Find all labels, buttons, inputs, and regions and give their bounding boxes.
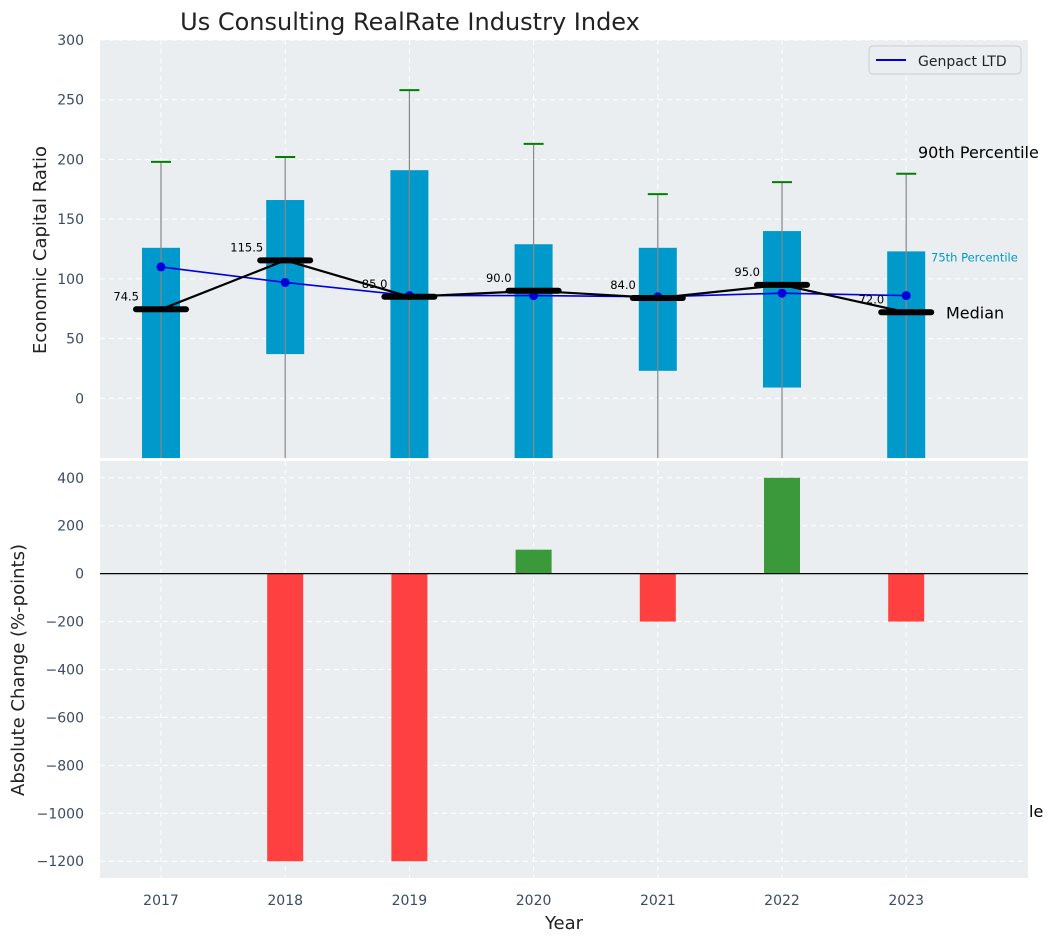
median-value-label: 85.0 <box>362 277 388 291</box>
top-y-tick-label: 150 <box>57 212 84 228</box>
top-y-tick-label: 100 <box>57 272 84 288</box>
change-bar <box>764 477 800 574</box>
legend-label-genpact: Genpact LTD <box>918 54 1007 70</box>
annotation-90th-percentile: 90th Percentile <box>918 143 1039 162</box>
chart-title: Us Consulting RealRate Industry Index <box>180 8 640 36</box>
change-bar <box>888 573 925 622</box>
top-y-tick-label: 0 <box>75 391 84 407</box>
top-y-tick-label: 200 <box>57 152 84 168</box>
median-value-label: 84.0 <box>610 278 636 292</box>
annotation-75th-percentile: 75th Percentile <box>931 250 1018 264</box>
bottom-y-tick-labels: −1200 −1000 −800 −600 −400 −200 0 200 400 <box>37 471 84 870</box>
bottom-y-axis-label: Absolute Change (%-points) <box>8 544 29 796</box>
x-tick-label: 2020 <box>516 893 552 909</box>
top-y-tick-label: 300 <box>57 33 84 49</box>
change-bar <box>639 573 676 622</box>
bottom-y-tick-label: −400 <box>46 663 84 679</box>
bottom-y-tick-label: 0 <box>75 567 84 583</box>
median-value-label: 115.5 <box>230 240 263 254</box>
x-tick-label: 2022 <box>764 893 800 909</box>
clipped-edge-label: le <box>1029 802 1043 821</box>
x-tick-label: 2019 <box>392 893 428 909</box>
bottom-y-tick-label: −800 <box>46 758 84 774</box>
x-axis-label: Year <box>544 913 584 934</box>
x-tick-labels: 2017 2018 2019 2020 2021 2022 2023 <box>143 893 924 909</box>
top-plot-area <box>100 40 1028 458</box>
change-bar <box>391 573 428 862</box>
annotation-median: Median <box>946 303 1004 322</box>
median-value-label: 72.0 <box>859 292 885 306</box>
x-tick-label: 2021 <box>640 893 676 909</box>
company-point <box>280 277 290 287</box>
bottom-y-tick-label: 200 <box>57 519 84 535</box>
bottom-y-tick-label: −600 <box>46 710 84 726</box>
bottom-y-tick-label: −1000 <box>37 806 84 822</box>
company-point <box>156 262 166 272</box>
bottom-y-tick-label: −1200 <box>37 854 84 870</box>
bottom-y-tick-label: 400 <box>57 471 84 487</box>
median-value-label: 90.0 <box>486 271 512 285</box>
bottom-marks <box>100 477 1028 862</box>
top-y-axis-label: Economic Capital Ratio <box>30 146 51 354</box>
change-bar <box>515 549 552 574</box>
company-point <box>777 288 787 298</box>
x-tick-label: 2017 <box>143 893 179 909</box>
top-y-tick-labels: 0 50 100 150 200 250 300 <box>57 33 84 407</box>
x-tick-label: 2018 <box>267 893 303 909</box>
legend: Genpact LTD <box>868 45 1022 75</box>
median-value-label: 95.0 <box>734 265 760 279</box>
x-tick-label: 2023 <box>888 893 924 909</box>
median-value-label: 74.5 <box>113 289 139 303</box>
top-y-tick-label: 50 <box>66 332 84 348</box>
company-point <box>901 291 911 301</box>
top-marks: 74.5 115.5 85.0 90.0 84.0 95.0 72.0 90th Percen… <box>113 89 1039 459</box>
top-y-tick-label: 250 <box>57 93 84 109</box>
change-bar <box>267 573 304 862</box>
bottom-y-tick-label: −200 <box>46 615 84 631</box>
